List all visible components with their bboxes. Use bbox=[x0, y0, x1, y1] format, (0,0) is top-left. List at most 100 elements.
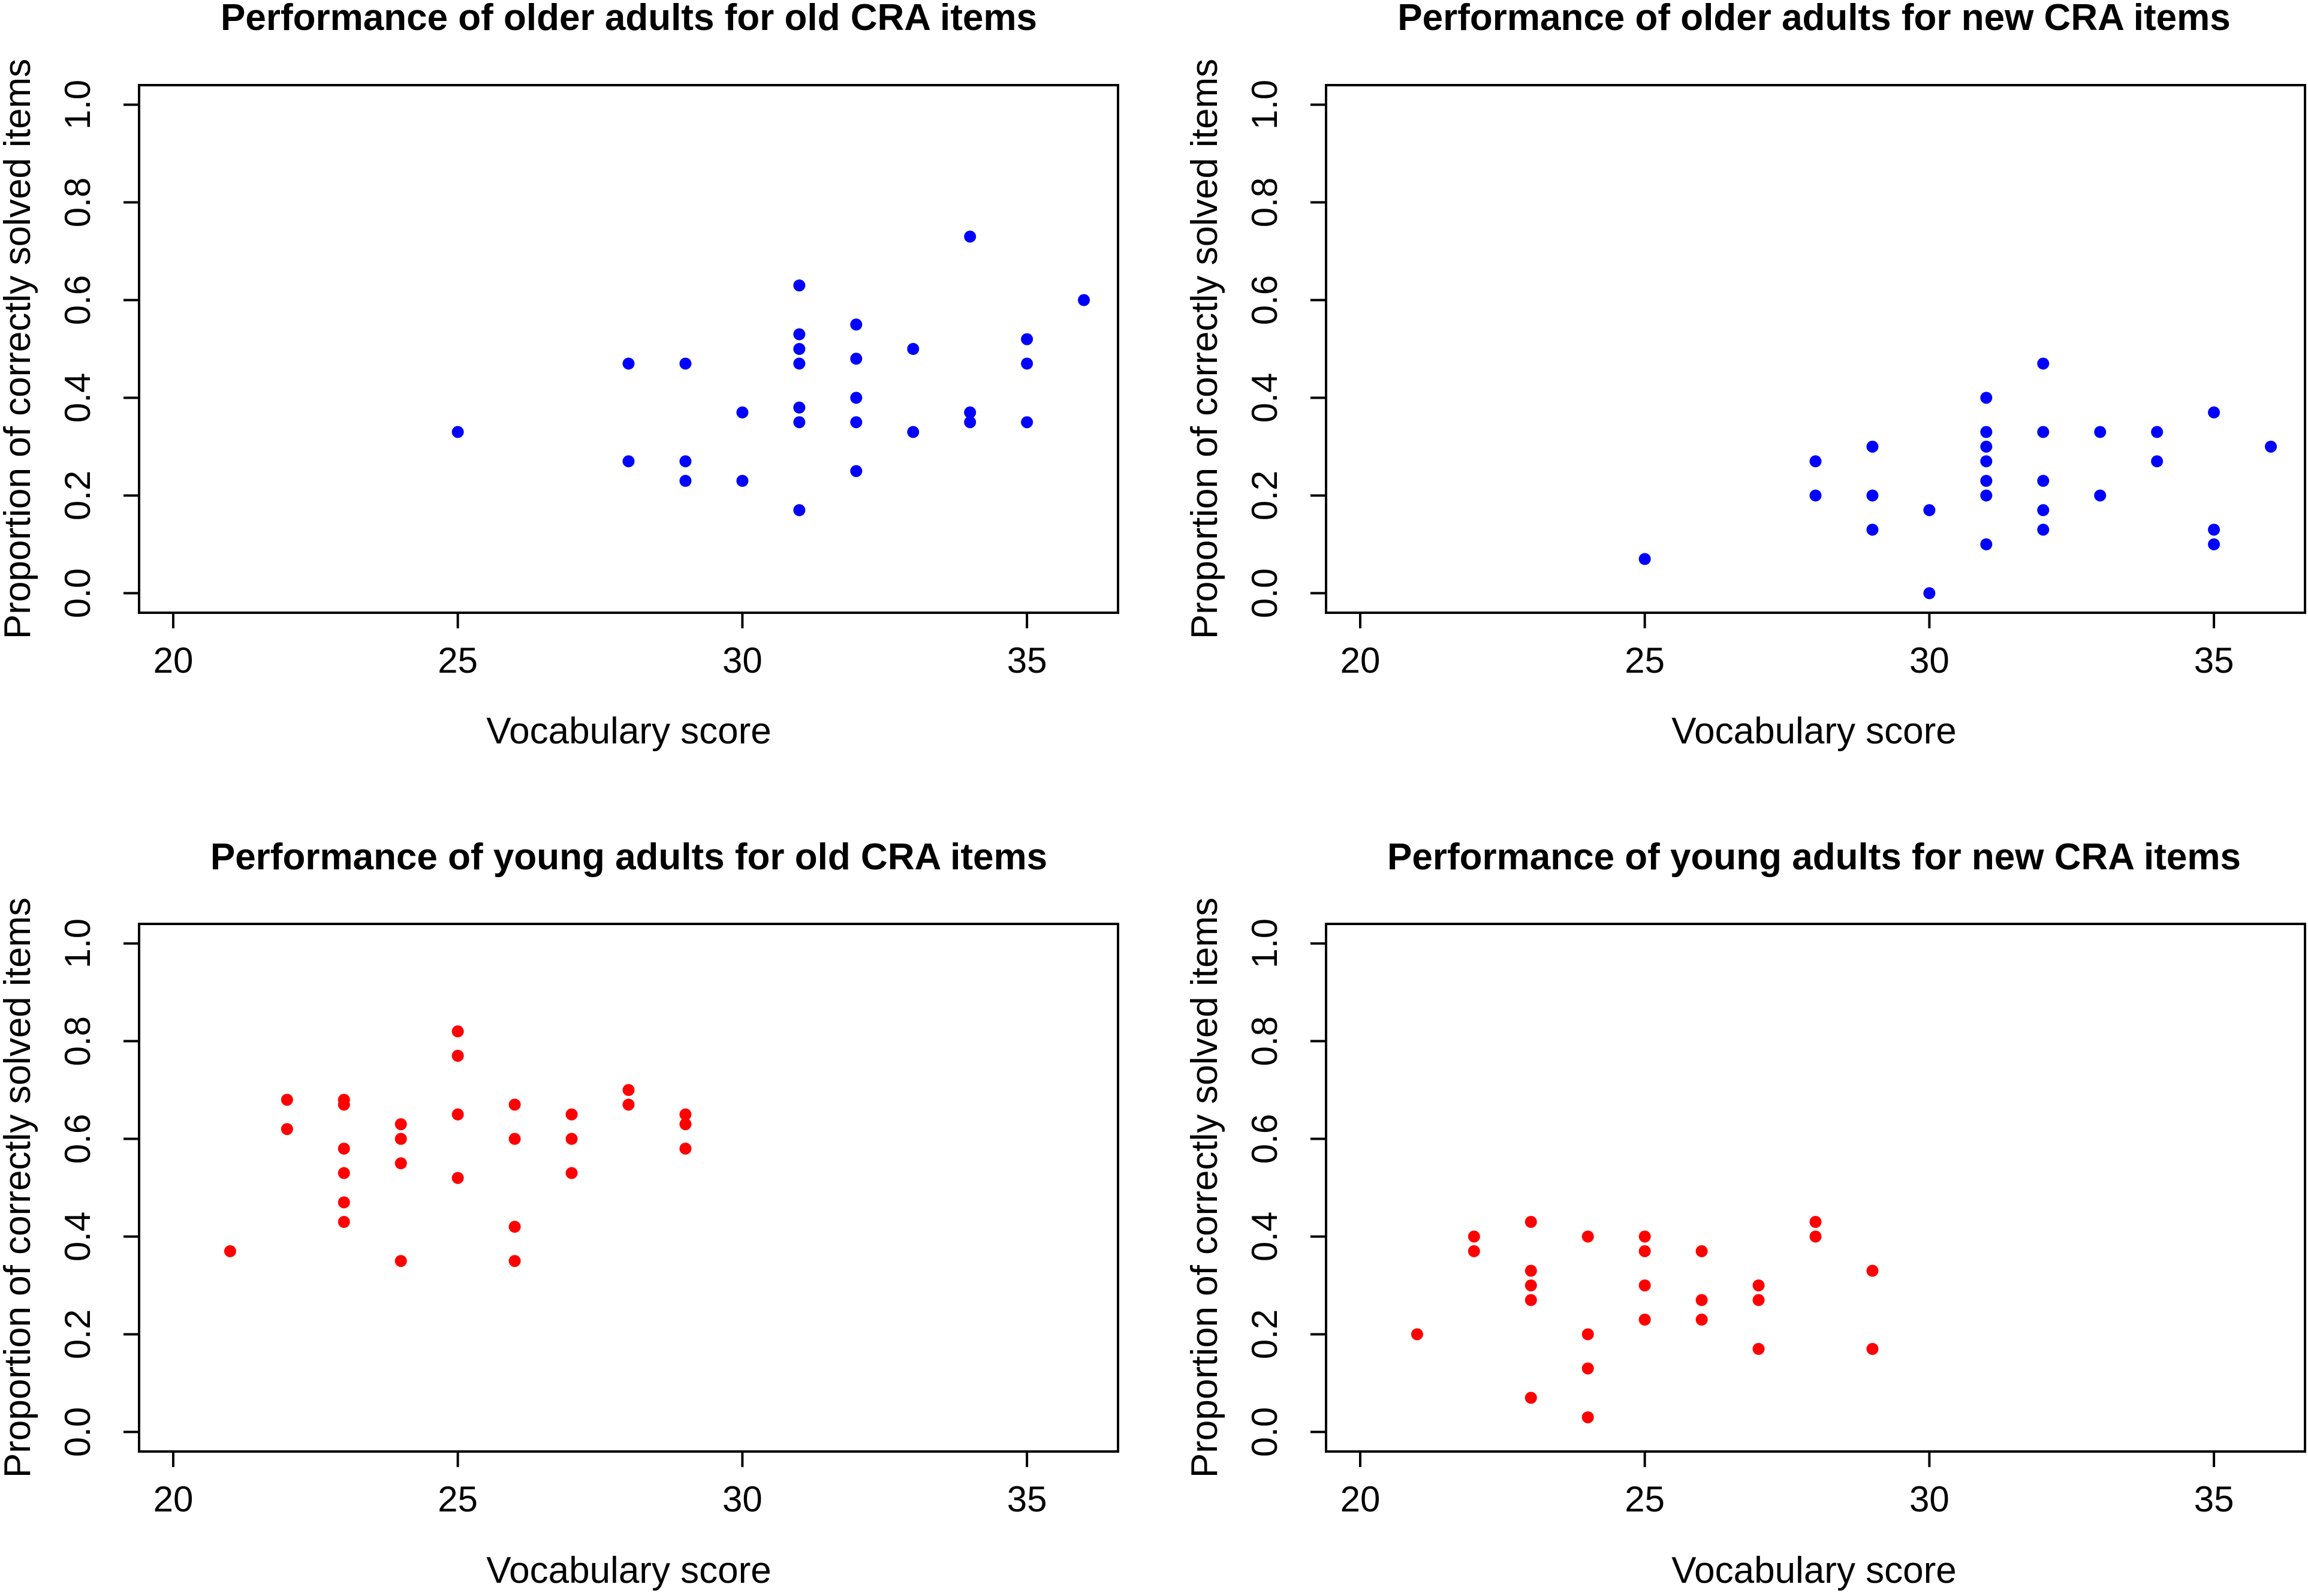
data-point bbox=[1752, 1342, 1765, 1355]
data-point bbox=[1468, 1245, 1480, 1257]
data-point bbox=[1524, 1279, 1537, 1291]
data-point bbox=[394, 1133, 407, 1145]
data-point bbox=[565, 1133, 578, 1145]
panel-older-old: Performance of older adults for old CRA … bbox=[0, 0, 1119, 752]
chart-title: Performance of older adults for old CRA … bbox=[221, 0, 1037, 38]
data-point bbox=[2037, 504, 2050, 516]
data-point bbox=[1866, 1342, 1879, 1355]
data-point bbox=[2037, 475, 2050, 487]
data-point bbox=[1809, 455, 1822, 468]
data-point bbox=[2094, 426, 2107, 438]
data-point bbox=[508, 1221, 521, 1233]
data-point bbox=[565, 1167, 578, 1179]
y-tick-label: 0.8 bbox=[58, 177, 98, 227]
y-tick-label: 0.0 bbox=[58, 568, 98, 618]
y-tick-label: 1.0 bbox=[1245, 919, 1285, 968]
y-tick-label: 0.2 bbox=[58, 471, 98, 520]
y-tick-label: 0.6 bbox=[1245, 1114, 1285, 1164]
y-tick-label: 1.0 bbox=[58, 80, 98, 130]
data-point bbox=[1923, 504, 1936, 516]
data-point bbox=[793, 504, 806, 516]
y-tick-label: 0.8 bbox=[58, 1016, 98, 1066]
data-point bbox=[1524, 1294, 1537, 1306]
data-point bbox=[679, 1118, 692, 1131]
x-tick-label: 25 bbox=[1625, 1479, 1665, 1519]
panel-older-new: Performance of older adults for new CRA … bbox=[1184, 0, 2306, 752]
data-point bbox=[736, 475, 749, 487]
chart-title: Performance of older adults for new CRA … bbox=[1397, 0, 2231, 38]
data-point bbox=[508, 1255, 521, 1267]
x-tick-label: 20 bbox=[1340, 640, 1381, 680]
data-point bbox=[1581, 1411, 1594, 1423]
y-tick-label: 0.6 bbox=[58, 275, 98, 325]
y-tick-label: 0.0 bbox=[1245, 1407, 1285, 1457]
data-point bbox=[850, 465, 863, 477]
data-point bbox=[1695, 1314, 1708, 1326]
data-point bbox=[1638, 1230, 1651, 1243]
data-point bbox=[622, 1098, 635, 1111]
data-point bbox=[622, 1084, 635, 1097]
data-point bbox=[1866, 1264, 1879, 1277]
x-tick-label: 25 bbox=[438, 640, 478, 680]
data-point bbox=[224, 1245, 236, 1257]
data-point bbox=[1021, 333, 1034, 345]
data-point bbox=[1866, 440, 1879, 453]
y-axis-label: Proportion of correctly solved items bbox=[1184, 59, 1225, 639]
y-tick-label: 0.4 bbox=[1245, 373, 1285, 423]
data-point bbox=[2037, 523, 2050, 536]
data-point bbox=[1638, 553, 1651, 565]
y-tick-label: 0.0 bbox=[1245, 568, 1285, 618]
data-point bbox=[907, 426, 920, 438]
data-point bbox=[1638, 1279, 1651, 1291]
y-tick-label: 0.8 bbox=[1245, 1016, 1285, 1066]
data-point bbox=[1752, 1279, 1765, 1291]
data-point bbox=[338, 1167, 350, 1179]
data-point bbox=[622, 357, 635, 370]
data-point bbox=[1078, 294, 1090, 306]
data-point bbox=[394, 1157, 407, 1170]
data-point bbox=[2208, 538, 2220, 550]
axis-ticks: 20 25 30 35 0.0 0.2 0.4 0.6 0.8 1.0 bbox=[58, 80, 1047, 680]
plot-frame bbox=[1325, 84, 2306, 614]
data-point bbox=[964, 416, 977, 429]
y-tick-label: 0.6 bbox=[58, 1114, 98, 1164]
x-tick-label: 25 bbox=[438, 1479, 478, 1519]
x-tick-label: 20 bbox=[153, 1479, 194, 1519]
y-tick-label: 0.2 bbox=[1245, 471, 1285, 520]
data-point bbox=[338, 1142, 350, 1155]
data-point bbox=[565, 1108, 578, 1121]
data-point bbox=[793, 401, 806, 414]
axis-ticks: 20 25 30 35 0.0 0.2 0.4 0.6 0.8 1.0 bbox=[58, 919, 1047, 1519]
y-tick-label: 0.4 bbox=[58, 1212, 98, 1261]
data-point bbox=[1524, 1392, 1537, 1404]
data-point bbox=[1638, 1314, 1651, 1326]
x-tick-label: 30 bbox=[1909, 640, 1950, 680]
axis-ticks: 20 25 30 35 0.0 0.2 0.4 0.6 0.8 1.0 bbox=[1245, 919, 2234, 1519]
y-tick-label: 0.2 bbox=[1245, 1309, 1285, 1359]
x-tick-label: 35 bbox=[1007, 1479, 1047, 1519]
x-tick-label: 25 bbox=[1625, 640, 1665, 680]
data-points bbox=[1638, 357, 2277, 600]
data-point bbox=[2151, 455, 2164, 468]
y-axis-label: Proportion of correctly solved items bbox=[0, 59, 38, 639]
data-point bbox=[1866, 489, 1879, 502]
y-tick-label: 0.0 bbox=[58, 1407, 98, 1457]
data-point bbox=[2037, 357, 2050, 370]
data-points bbox=[224, 1025, 692, 1267]
data-point bbox=[2265, 440, 2277, 453]
y-tick-label: 0.6 bbox=[1245, 275, 1285, 325]
y-tick-label: 0.4 bbox=[58, 373, 98, 423]
data-point bbox=[1809, 489, 1822, 502]
data-point bbox=[1809, 1230, 1822, 1243]
data-point bbox=[451, 1050, 464, 1062]
data-point bbox=[1809, 1216, 1822, 1228]
data-point bbox=[793, 357, 806, 370]
data-point bbox=[2208, 406, 2220, 418]
y-tick-label: 0.4 bbox=[1245, 1212, 1285, 1261]
data-point bbox=[964, 230, 977, 243]
data-point bbox=[2208, 523, 2220, 536]
x-axis-label: Vocabulary score bbox=[486, 1550, 772, 1591]
data-point bbox=[281, 1123, 293, 1136]
data-point bbox=[736, 406, 749, 418]
y-axis-label: Proportion of correctly solved items bbox=[0, 898, 38, 1478]
